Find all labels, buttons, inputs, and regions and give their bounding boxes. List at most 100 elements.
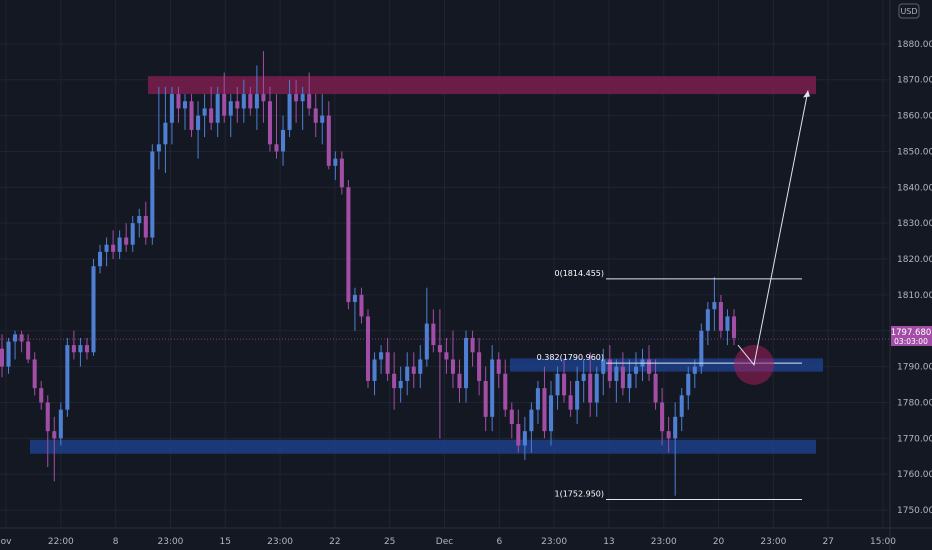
y-tick-label: 1830.000 <box>897 219 932 229</box>
candle-body <box>424 323 429 360</box>
candle-body <box>725 316 730 331</box>
candle-body <box>418 359 423 374</box>
candle-body <box>542 388 547 432</box>
candle-body <box>281 129 286 152</box>
x-tick-label: 22:00 <box>48 537 74 547</box>
last-price-value: 1797.680 <box>891 328 932 338</box>
candle-body <box>32 359 37 389</box>
candle-body <box>444 352 449 360</box>
candle-body <box>411 366 416 374</box>
candle-body <box>529 409 534 432</box>
candle-body <box>522 431 527 446</box>
candle-body <box>359 294 364 317</box>
y-tick-label: 1760.000 <box>897 470 932 480</box>
candle-body <box>84 345 89 353</box>
candle-body <box>568 395 573 410</box>
candle-body <box>431 323 436 346</box>
candle-body <box>405 366 410 381</box>
candle-body <box>699 330 704 367</box>
candle-body <box>620 366 625 389</box>
last-price-tag <box>891 326 932 346</box>
x-tick-label: ov <box>1 537 13 547</box>
candle-body <box>450 359 455 374</box>
candle-body <box>274 144 279 152</box>
candle-body <box>300 94 305 102</box>
candle-body <box>6 341 11 367</box>
candle-body <box>320 115 325 123</box>
candle-body <box>601 359 606 374</box>
candle-body <box>660 402 665 432</box>
x-tick-label: 23:00 <box>760 537 786 547</box>
candle-body <box>477 352 482 381</box>
candle-body <box>91 266 96 353</box>
candle-body <box>731 316 737 338</box>
candles <box>0 51 737 496</box>
candle-body <box>215 94 220 123</box>
candle-body <box>222 94 227 116</box>
y-tick-label: 1790.000 <box>897 363 932 373</box>
y-tick-label: 1750.000 <box>897 506 932 516</box>
candle-body <box>196 115 201 130</box>
candle-body <box>124 237 129 245</box>
candle-body <box>235 101 240 109</box>
candle-body <box>627 373 632 389</box>
y-tick-label: 1880.000 <box>897 40 932 50</box>
candle-body <box>143 216 148 238</box>
candle-body <box>365 316 371 381</box>
x-tick-label: 13 <box>603 537 614 547</box>
y-tick-label: 1860.000 <box>897 112 932 122</box>
resistance-zone <box>148 76 816 95</box>
candle-body <box>437 345 442 353</box>
candle-body <box>71 345 76 353</box>
candle-body <box>176 94 181 109</box>
candle-body <box>490 359 495 417</box>
candle-body <box>607 359 612 381</box>
candle-body <box>156 144 161 152</box>
projection-overlay <box>0 90 890 385</box>
candle-body <box>385 352 390 374</box>
candle-body <box>483 380 488 417</box>
candle-body <box>470 337 475 353</box>
candle-body <box>372 359 377 381</box>
fib-label: 1(1752.950) <box>554 489 604 498</box>
candle-body <box>267 101 272 145</box>
x-tick-label: 15 <box>220 537 231 547</box>
candle-body <box>392 373 397 389</box>
currency-badge[interactable] <box>898 3 920 19</box>
candle-body <box>581 373 586 381</box>
candle-body <box>575 380 580 410</box>
x-tick-label: 22 <box>329 537 340 547</box>
candle-body <box>548 395 554 432</box>
y-tick-label: 1820.000 <box>897 255 932 265</box>
candle-body <box>516 424 521 446</box>
fib-label: 0.382(1790.960) <box>537 353 604 362</box>
x-tick-label: 23:00 <box>541 537 567 547</box>
candle-body <box>248 94 253 109</box>
candle-body <box>26 341 31 360</box>
candle-body <box>117 237 122 252</box>
candle-body <box>150 151 155 238</box>
fib-label: 0(1814.455) <box>554 269 604 278</box>
projection-path <box>737 90 809 366</box>
y-tick-label: 1780.000 <box>897 398 932 408</box>
candle-body <box>130 223 135 245</box>
candle-body <box>307 94 312 109</box>
candle-body <box>78 345 83 353</box>
x-tick-label: 20 <box>713 537 725 547</box>
candle-body <box>333 158 338 166</box>
candle-body <box>52 431 57 439</box>
x-axis-ticks: ov 22:00 8 23:00 15 23:00 22 25 Dec 6 23:00 13 23:00… <box>1 537 897 547</box>
countdown-timer: 03:03:00 <box>894 337 928 346</box>
x-tick-label: 25 <box>384 537 395 547</box>
candle-body <box>169 94 174 123</box>
candle-body <box>261 94 266 102</box>
projection-arrowhead <box>803 90 810 98</box>
candle-body <box>209 108 214 123</box>
candle-body <box>0 348 5 367</box>
x-tick-label: 6 <box>496 537 502 547</box>
x-tick-label: 23:00 <box>651 537 677 547</box>
support-zone <box>30 439 816 454</box>
